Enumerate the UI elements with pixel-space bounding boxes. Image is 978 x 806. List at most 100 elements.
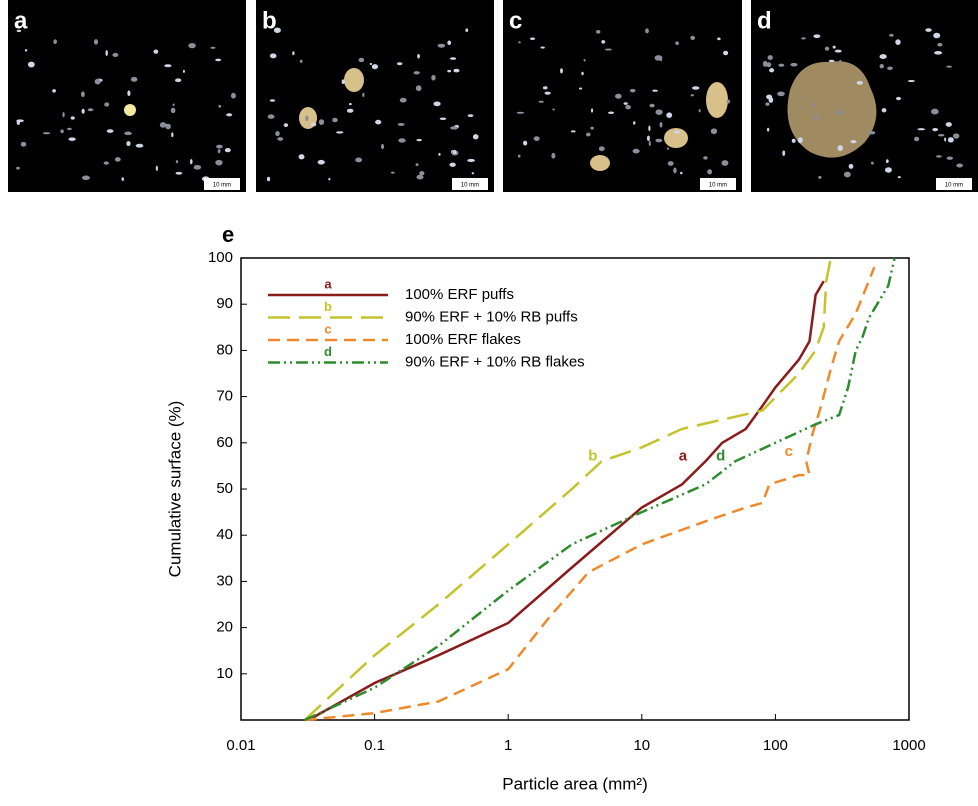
series-line	[304, 257, 896, 722]
particle	[666, 147, 670, 150]
particle	[660, 59, 663, 62]
particle	[596, 30, 601, 34]
particle	[953, 133, 960, 139]
particle	[766, 127, 770, 132]
particle	[341, 79, 345, 84]
scale-bar	[204, 178, 240, 190]
particle	[375, 119, 382, 125]
series-tag: a	[679, 448, 688, 465]
particle	[182, 69, 185, 73]
particle	[224, 147, 231, 153]
particle	[570, 130, 576, 133]
particle	[358, 57, 365, 63]
particle	[925, 28, 932, 32]
particle	[437, 43, 446, 48]
particle	[348, 103, 352, 106]
scale-bar	[700, 178, 736, 190]
particle	[551, 152, 556, 159]
particle	[604, 48, 612, 51]
particle	[419, 171, 425, 176]
particle	[416, 138, 422, 142]
particle	[889, 33, 894, 37]
particle	[931, 108, 939, 115]
particle	[933, 32, 941, 39]
particle	[673, 167, 677, 174]
particle	[706, 82, 728, 118]
particle	[914, 136, 920, 142]
panel-label: c	[509, 7, 522, 34]
particle	[226, 113, 233, 117]
particle	[560, 68, 563, 74]
particle	[598, 146, 605, 152]
particle	[870, 161, 874, 165]
particle	[717, 37, 721, 41]
photo-panels	[8, 0, 978, 192]
particle	[907, 79, 915, 83]
particle	[380, 143, 385, 150]
particle	[159, 122, 167, 128]
particle	[834, 49, 842, 53]
scale-bar	[452, 178, 488, 190]
scale-label: 10 mm	[709, 183, 727, 189]
particle	[24, 49, 28, 52]
particle	[529, 37, 536, 41]
particle	[946, 156, 954, 160]
particle	[590, 108, 594, 113]
particle	[467, 158, 475, 163]
particle	[583, 58, 586, 62]
particle	[811, 102, 816, 107]
legend-label: 90% ERF + 10% RB flakes	[405, 353, 585, 370]
particle	[175, 160, 179, 164]
particle	[344, 68, 364, 92]
series-line	[304, 266, 876, 722]
particle	[601, 40, 606, 44]
particle	[710, 128, 718, 135]
particle	[310, 122, 317, 127]
particle	[68, 137, 76, 141]
particle	[703, 156, 708, 160]
x-tick-label: 10	[633, 737, 650, 754]
legend-label: 90% ERF + 10% RB puffs	[405, 308, 578, 325]
particle	[94, 78, 101, 85]
series-tag: c	[785, 443, 793, 460]
particle	[396, 62, 403, 66]
particle	[124, 104, 136, 116]
particle	[439, 117, 447, 120]
particle	[369, 62, 373, 66]
particle	[449, 57, 457, 60]
particle	[937, 42, 943, 47]
particle	[533, 136, 540, 141]
particle	[16, 166, 20, 170]
x-tick-label: 1000	[892, 737, 925, 754]
particle	[127, 90, 131, 97]
particle	[723, 50, 729, 56]
particle	[936, 155, 942, 158]
particle	[652, 89, 658, 92]
particle	[767, 55, 773, 60]
particle	[175, 78, 182, 83]
panel-label: e	[222, 222, 234, 247]
particle	[471, 172, 474, 175]
particle	[675, 41, 679, 45]
y-tick-label: 90	[216, 295, 233, 312]
particle	[540, 46, 545, 49]
photo	[503, 0, 742, 192]
particle	[447, 40, 452, 45]
particle	[283, 123, 289, 128]
particle	[680, 171, 683, 175]
particle	[838, 59, 842, 64]
particle	[837, 145, 843, 152]
particle	[691, 86, 700, 90]
particle	[667, 161, 674, 166]
particle	[450, 126, 459, 130]
particle	[769, 68, 775, 73]
particle	[164, 64, 172, 68]
particle	[275, 131, 280, 137]
particle	[215, 159, 223, 166]
particle	[336, 131, 344, 134]
panel-label: d	[757, 7, 772, 34]
particle	[664, 128, 688, 148]
particle	[934, 51, 943, 55]
particle	[104, 102, 110, 107]
particle	[777, 91, 785, 97]
